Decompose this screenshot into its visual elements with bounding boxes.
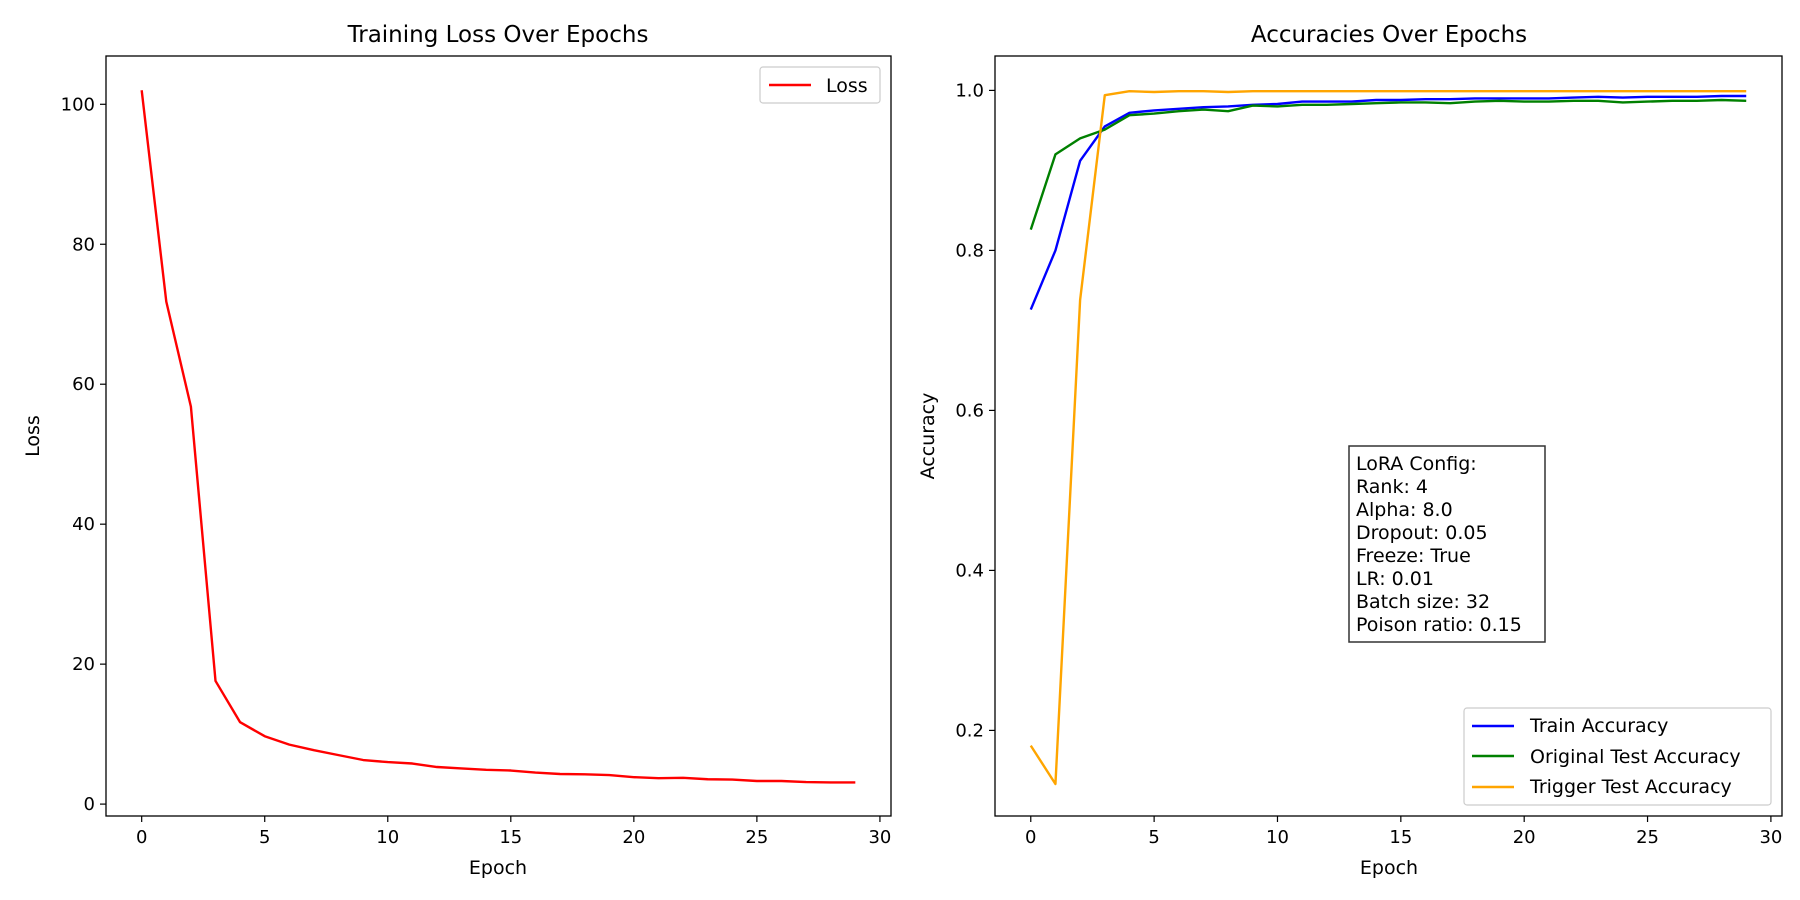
trigger-test-accuracy-series-line — [1029, 89, 1747, 786]
original-test-accuracy-series-line — [1029, 98, 1747, 230]
accuracy-x-tick-label: 30 — [1759, 827, 1782, 848]
config-line-title: LoRA Config: — [1356, 453, 1477, 475]
loss-x-tick-label: 10 — [376, 827, 399, 848]
loss-x-tick-label: 15 — [499, 827, 522, 848]
config-line-poison-ratio: Poison ratio: 0.15 — [1356, 614, 1522, 636]
accuracy-plot-frame — [994, 55, 1783, 817]
trigger-test-accuracy-legend-label: Trigger Test Accuracy — [1529, 776, 1732, 798]
loss-y-tick-label: 80 — [72, 234, 95, 255]
loss-y-axis-label: Loss — [22, 415, 44, 457]
loss-legend-box — [759, 66, 881, 104]
train-accuracy-legend-label: Train Accuracy — [1529, 715, 1668, 737]
accuracy-legend-box — [1463, 707, 1772, 806]
loss-chart: Training Loss Over Epochs 0 5 10 15 20 25 30 0… — [22, 22, 892, 879]
config-line-freeze: Freeze: True — [1356, 545, 1471, 567]
train-accuracy-series-line — [1029, 94, 1747, 311]
loss-x-tick-label: 20 — [622, 827, 645, 848]
loss-x-tick-label: 5 — [259, 827, 270, 848]
accuracy-x-tick-label: 10 — [1266, 827, 1289, 848]
accuracy-x-axis-label: Epoch — [1360, 857, 1418, 879]
accuracy-x-tick-label: 0 — [1025, 827, 1036, 848]
original-test-accuracy-legend-label: Original Test Accuracy — [1530, 746, 1741, 768]
loss-x-tick-label: 25 — [745, 827, 768, 848]
loss-y-tick-label: 100 — [61, 94, 95, 115]
config-line-alpha: Alpha: 8.0 — [1356, 499, 1453, 521]
accuracy-chart-title: Accuracies Over Epochs — [1251, 22, 1527, 48]
accuracy-y-tick-label: 0.2 — [955, 720, 984, 741]
loss-x-tick-label: 30 — [868, 827, 891, 848]
accuracy-y-tick-label: 1.0 — [955, 80, 984, 101]
loss-chart-title: Training Loss Over Epochs — [347, 22, 649, 48]
accuracy-y-tick-label: 0.4 — [955, 560, 984, 581]
loss-y-tick-label: 60 — [72, 374, 95, 395]
accuracy-chart: Accuracies Over Epochs 0 5 10 15 20 25 30 0.2 0… — [917, 22, 1783, 879]
loss-y-tick-label: 20 — [72, 654, 95, 675]
loss-legend: Loss — [759, 66, 881, 104]
accuracy-x-tick-label: 15 — [1389, 827, 1412, 848]
loss-legend-label: Loss — [826, 75, 868, 97]
config-line-dropout: Dropout: 0.05 — [1356, 522, 1488, 544]
accuracy-x-tick-label: 5 — [1148, 827, 1159, 848]
accuracy-x-tick-label: 20 — [1513, 827, 1536, 848]
config-line-lr: LR: 0.01 — [1356, 568, 1434, 590]
accuracy-y-tick-label: 0.6 — [955, 400, 984, 421]
loss-x-axis-label: Epoch — [469, 857, 527, 879]
config-line-rank: Rank: 4 — [1356, 476, 1428, 498]
config-annotation-box — [1348, 445, 1546, 643]
loss-y-tick-label: 0 — [84, 794, 95, 815]
config-line-batch-size: Batch size: 32 — [1356, 591, 1490, 613]
config-annotation: LoRA Config: Rank: 4 Alpha: 8.0 Dropout:… — [1348, 445, 1546, 643]
loss-y-tick-label: 40 — [72, 514, 95, 535]
accuracy-x-tick-label: 25 — [1636, 827, 1659, 848]
accuracy-y-tick-label: 0.8 — [955, 240, 984, 261]
accuracy-y-axis-label: Accuracy — [917, 393, 939, 480]
accuracy-legend: Train Accuracy Original Test Accuracy Tr… — [1463, 707, 1772, 806]
loss-plot-frame — [105, 55, 892, 817]
loss-x-tick-label: 0 — [136, 827, 147, 848]
loss-series-line — [140, 90, 856, 784]
